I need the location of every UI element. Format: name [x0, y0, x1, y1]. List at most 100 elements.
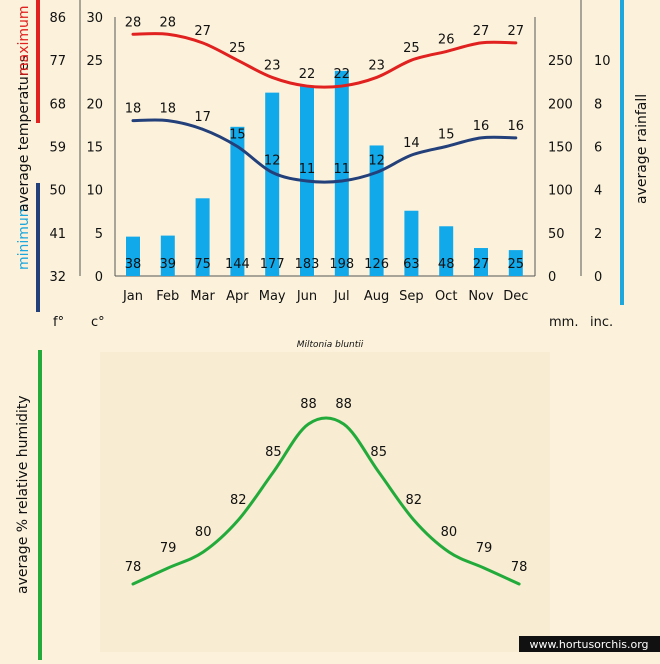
- fahrenheit-tick: 59: [49, 141, 66, 156]
- month-tick: Nov: [468, 289, 494, 304]
- humidity-label: average % relative humidity: [15, 395, 31, 594]
- celsius-tick: 15: [86, 141, 103, 156]
- minimum-temperature-line: [131, 118, 518, 184]
- rainfall-value-label: 25: [508, 257, 525, 272]
- minimum-temperature-label: 15: [229, 128, 246, 143]
- minimum-temperature-label: 16: [508, 119, 525, 134]
- humidity-value-label: 82: [406, 493, 423, 508]
- axis-ticks: 3241505968778605101520253005010015020025…: [49, 11, 610, 304]
- month-tick: Feb: [156, 289, 179, 304]
- maximum-temperature-label: 23: [368, 58, 385, 73]
- month-tick: Dec: [503, 289, 528, 304]
- chart-labels: 38 39 75 144 177 183 198 126 63 48 27 25 28 28 27 25 23 2…: [125, 15, 524, 272]
- maximum-temperature-label: 22: [299, 67, 316, 82]
- rainfall-value-label: 198: [329, 257, 354, 272]
- minimum-temperature-label: 15: [438, 128, 455, 143]
- minimum-temperature-label: 18: [160, 102, 177, 117]
- fahrenheit-tick: 77: [49, 54, 66, 69]
- minimum-label: minimum: [16, 204, 32, 270]
- maximum-temperature-label: 27: [194, 24, 211, 39]
- rainfall-mm-tick: 0: [548, 270, 556, 285]
- rainfall-inch-tick: 4: [594, 184, 602, 199]
- humidity-panel: [100, 352, 550, 652]
- unit-mm: mm.: [549, 315, 578, 330]
- month-tick: Jul: [333, 289, 350, 304]
- maximum-temperature-label: 23: [264, 58, 281, 73]
- celsius-tick: 20: [86, 97, 103, 112]
- celsius-tick: 10: [86, 184, 103, 199]
- temperature-lines: [131, 32, 518, 184]
- maximum-temperature-label: 26: [438, 33, 455, 48]
- rainfall-value-label: 144: [225, 257, 250, 272]
- humidity-value-label: 88: [300, 397, 317, 412]
- rainfall-value-label: 39: [160, 257, 177, 272]
- maximum-temperature-label: 27: [473, 24, 490, 39]
- rainfall-inch-tick: 10: [594, 54, 611, 69]
- unit-inch: inc.: [590, 315, 613, 330]
- rainfall-inch-tick: 8: [594, 97, 602, 112]
- month-tick: Mar: [190, 289, 215, 304]
- month-tick: Aug: [364, 289, 389, 304]
- month-tick: Sep: [399, 289, 424, 304]
- rainfall-bars: [126, 70, 523, 277]
- humidity-value-label: 79: [476, 541, 493, 556]
- rainfall-label: average rainfall: [634, 94, 650, 204]
- fahrenheit-tick: 68: [49, 97, 66, 112]
- rainfall-bar: [265, 92, 280, 277]
- celsius-tick: 5: [95, 227, 103, 242]
- rainfall-mm-tick: 150: [548, 141, 573, 156]
- maximum-temperature-label: 28: [125, 15, 142, 30]
- rainfall-mm-tick: 50: [548, 227, 565, 242]
- rainfall-bar: [508, 250, 523, 276]
- maximum-label: maximum: [16, 5, 32, 76]
- maximum-temperature-line: [131, 32, 518, 89]
- humidity-value-label: 78: [125, 560, 142, 575]
- fahrenheit-tick: 41: [49, 227, 66, 242]
- rainfall-inch-tick: 2: [594, 227, 602, 242]
- minimum-temperature-label: 11: [299, 162, 316, 177]
- watermark: www.hortusorchis.org: [529, 638, 648, 651]
- minimum-temperature-label: 16: [473, 119, 490, 134]
- rainfall-bar: [404, 210, 419, 276]
- maximum-temperature-label: 22: [334, 67, 351, 82]
- month-tick: Jan: [122, 289, 143, 304]
- maximum-temperature-label: 25: [229, 41, 246, 56]
- fahrenheit-tick: 32: [49, 270, 66, 285]
- month-tick: May: [259, 289, 286, 304]
- watermark-background: [519, 636, 660, 652]
- rainfall-bar: [160, 235, 175, 276]
- rainfall-bar: [195, 198, 210, 276]
- rainfall-bar: [439, 226, 454, 276]
- fahrenheit-tick: 50: [49, 184, 66, 199]
- rainfall-value-label: 63: [403, 257, 420, 272]
- rainfall-bar: [230, 126, 245, 276]
- rainfall-bar: [369, 145, 384, 276]
- rainfall-value-label: 126: [364, 257, 389, 272]
- rainfall-mm-tick: 200: [548, 97, 573, 112]
- celsius-tick: 25: [86, 54, 103, 69]
- humidity-value-label: 80: [195, 525, 212, 540]
- rainfall-inch-tick: 6: [594, 141, 602, 156]
- humidity-value-label: 85: [370, 445, 387, 460]
- humidity-value-label: 80: [441, 525, 458, 540]
- minimum-temperature-label: 17: [194, 110, 211, 125]
- rainfall-inch-tick: 0: [594, 270, 602, 285]
- humidity-value-label: 88: [335, 397, 352, 412]
- rainfall-value-label: 75: [194, 257, 211, 272]
- month-tick: Apr: [226, 289, 249, 304]
- minimum-temperature-label: 11: [334, 162, 351, 177]
- rainfall-value-label: 27: [473, 257, 490, 272]
- rainfall-bar: [334, 70, 349, 276]
- species-title: Miltonia bluntii: [297, 340, 364, 350]
- maximum-temperature-label: 25: [403, 41, 420, 56]
- maximum-temperature-label: 27: [508, 24, 525, 39]
- minimum-temperature-label: 12: [368, 153, 385, 168]
- month-tick: Oct: [435, 289, 457, 304]
- humidity-value-label: 82: [230, 493, 247, 508]
- celsius-tick: 30: [86, 11, 103, 26]
- humidity-line: [131, 416, 521, 586]
- maximum-temperature-label: 28: [160, 15, 177, 30]
- minimum-temperature-label: 12: [264, 153, 281, 168]
